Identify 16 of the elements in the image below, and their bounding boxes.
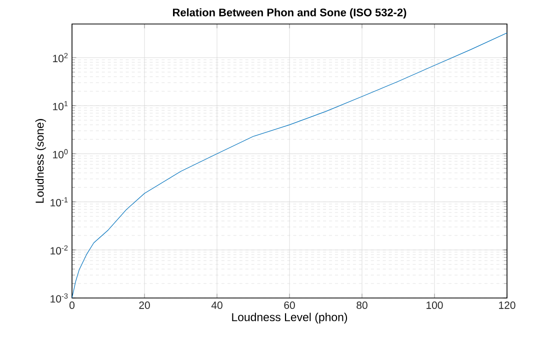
y-tick-label: 10$^{1}$ (53, 101, 68, 110)
y-tick-label: 10$^{-3}$ (50, 293, 68, 303)
x-tick-label: 120 (499, 302, 516, 309)
x-tick-label: 40 (211, 302, 222, 309)
y-tick-label: 10$^{2}$ (53, 53, 68, 62)
x-tick-label: 100 (426, 302, 443, 309)
y-tick-label: 10$^{-1}$ (50, 197, 68, 206)
y-tick-label: 10$^{0}$ (53, 149, 68, 158)
chart-title: Relation Between Phon and Sone (ISO 532-2) (173, 8, 406, 18)
x-tick-label: 60 (284, 302, 295, 309)
x-axis-title: Loudness Level (phon) (232, 312, 348, 324)
x-tick-label: 20 (139, 302, 150, 309)
y-tick-label: 10$^{-2}$ (50, 245, 68, 255)
x-tick-label: 80 (356, 302, 368, 309)
y-axis-title: Loudness (sone) (35, 119, 46, 203)
x-tick-label: 0 (69, 302, 74, 309)
